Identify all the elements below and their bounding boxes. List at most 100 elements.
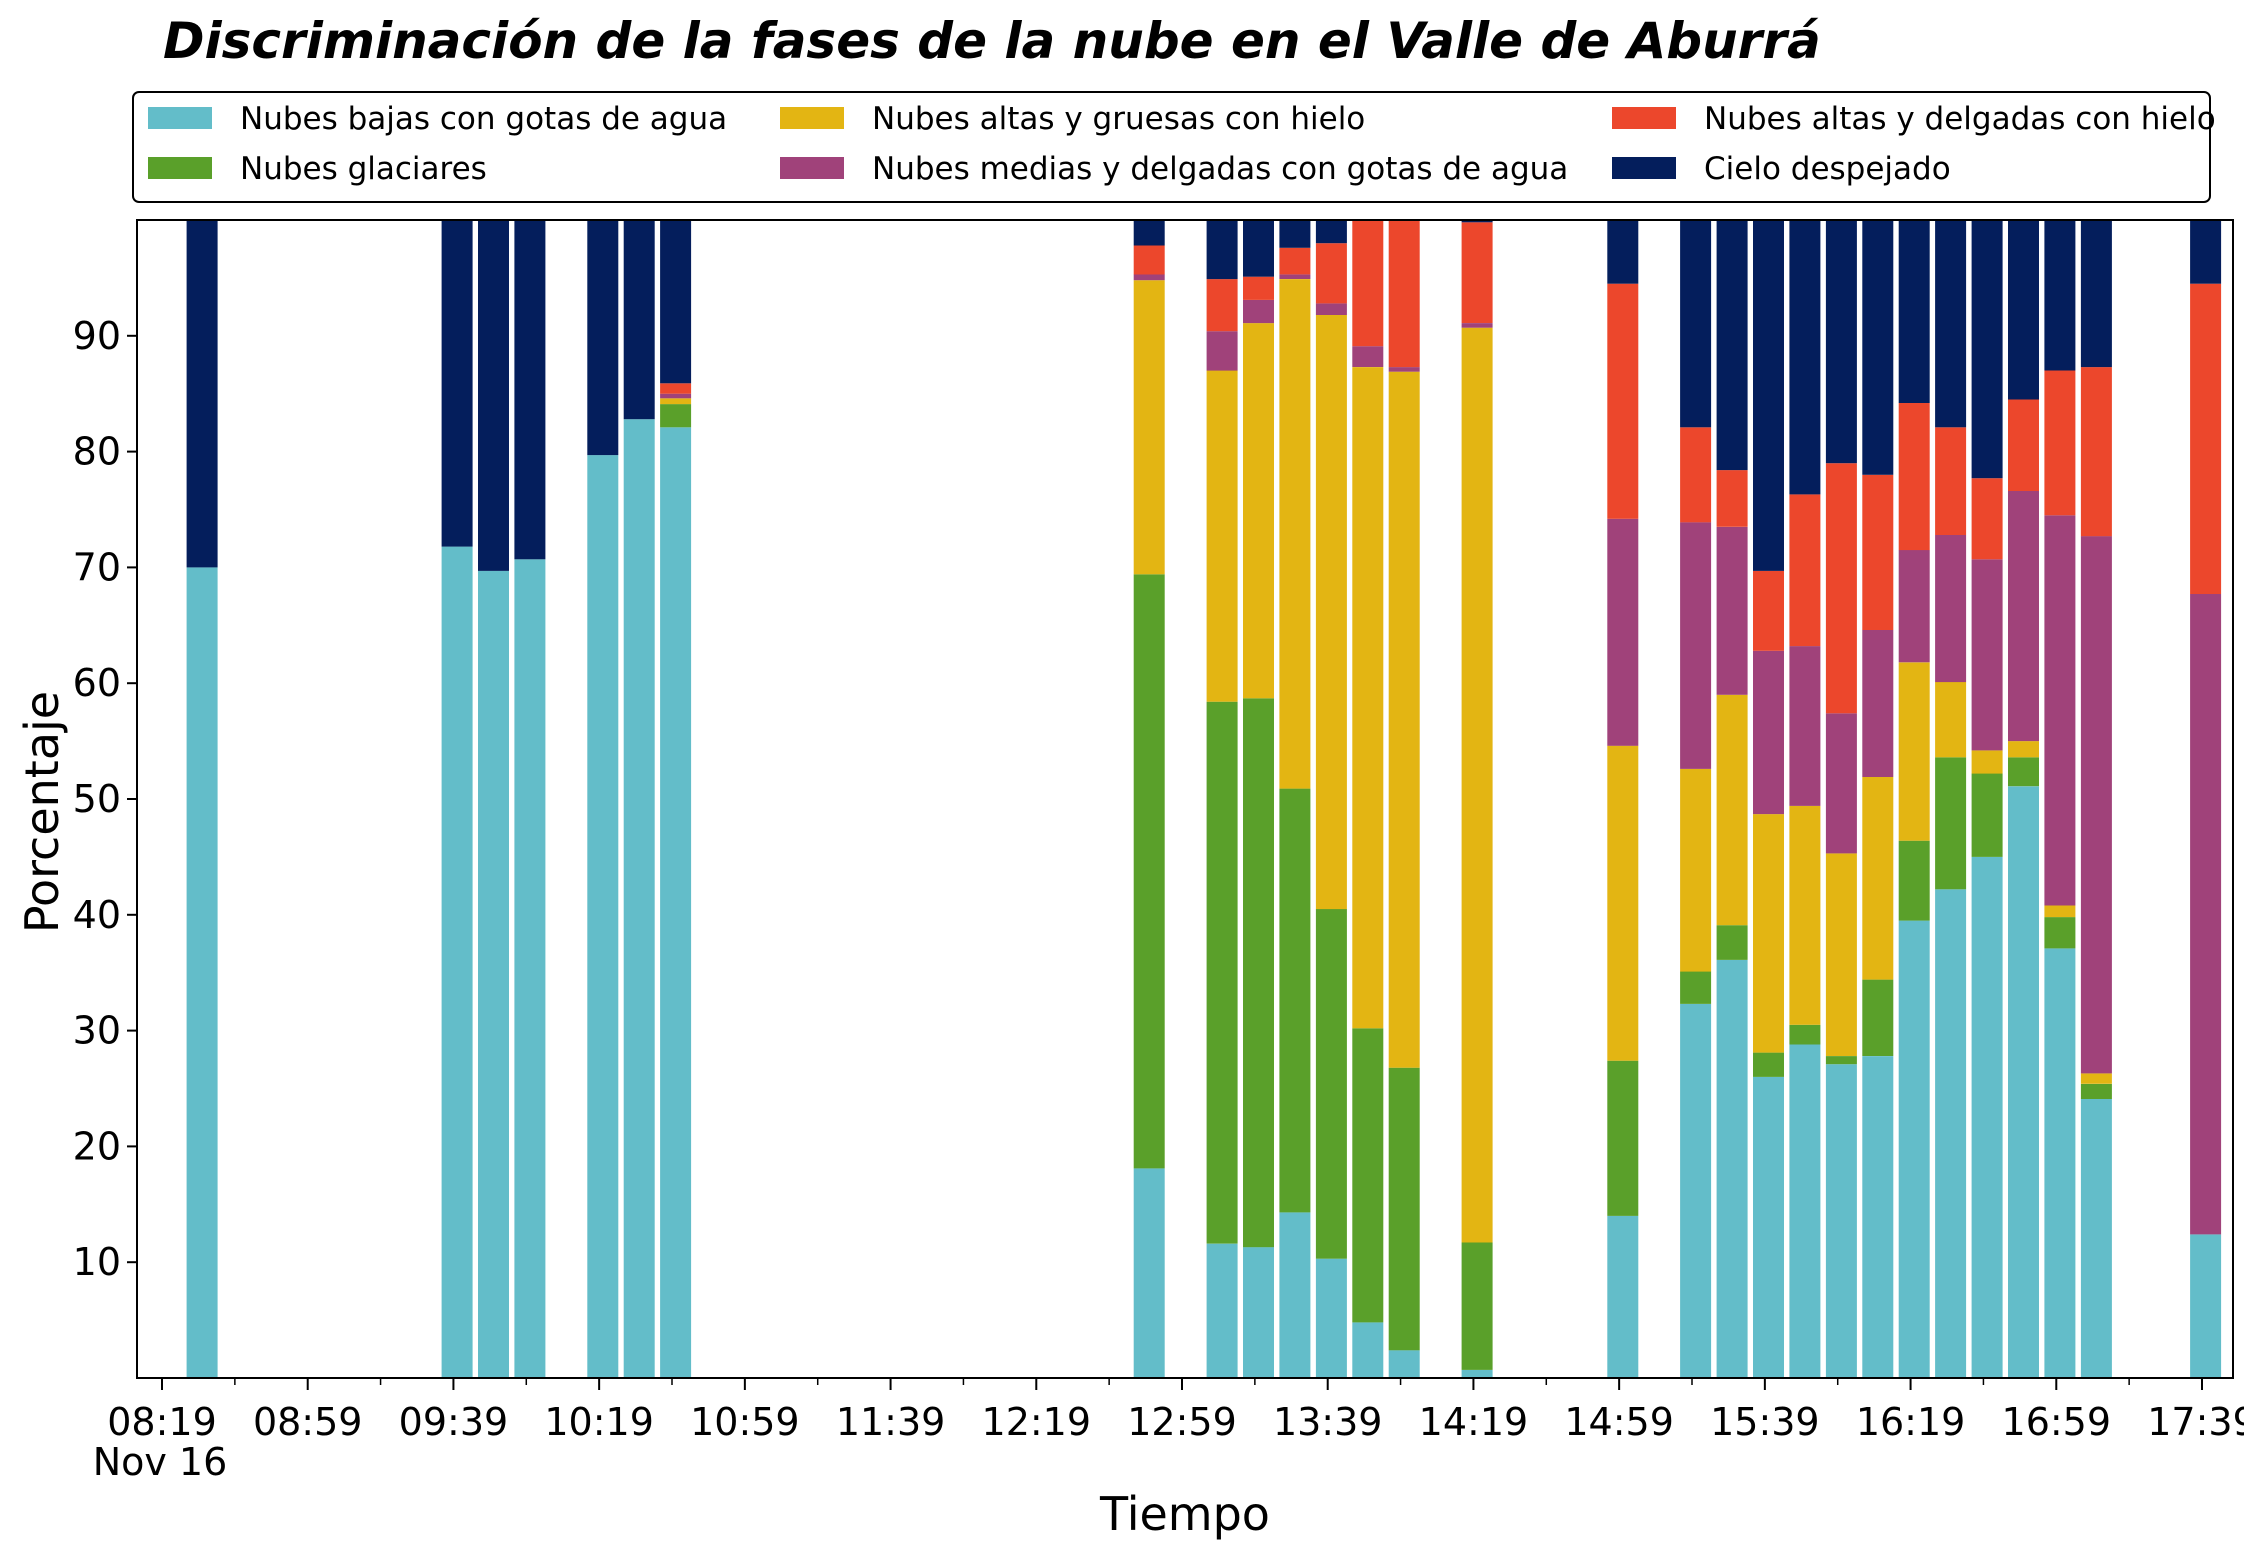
bar-14:00: [1388, 220, 1420, 1378]
bar-segment-15:00-s4: [1607, 283, 1639, 519]
bar-segment-15:40-s2: [1753, 814, 1784, 1053]
bar-segment-10:20-s5: [587, 220, 619, 456]
bar-segment-16:20-s1: [1898, 840, 1930, 921]
bar-segment-17:40-s5: [2190, 220, 2222, 284]
bar-segment-15:00-s0: [1607, 1215, 1639, 1378]
bar-15:40: [1753, 220, 1784, 1378]
y-axis-label: Porcentaje: [15, 691, 69, 933]
bar-segment-13:40-s5: [1315, 220, 1347, 244]
bar-segment-12:50-s3: [1133, 274, 1165, 281]
bar-segment-10:30-s5: [623, 220, 655, 420]
bar-segment-14:20-s3: [1461, 323, 1493, 328]
bar-segment-16:20-s5: [1898, 220, 1930, 403]
bar-segment-13:40-s1: [1315, 909, 1347, 1259]
bar-segment-10:40-s4: [660, 383, 692, 394]
bar-segment-13:30-s5: [1279, 220, 1311, 248]
bar-segment-13:30-s4: [1279, 247, 1311, 275]
x-tick-label: 10:19: [544, 1400, 654, 1444]
bar-10:30: [623, 220, 655, 1378]
bar-segment-17:10-s4: [2080, 367, 2112, 537]
x-tick-label: 14:19: [1419, 1400, 1529, 1444]
bar-15:30: [1716, 220, 1748, 1378]
legend: Nubes bajas con gotas de agua Nubes glaci…: [132, 91, 2216, 203]
bar-13:30: [1279, 220, 1311, 1378]
bar-10:00: [514, 220, 546, 1378]
bar-segment-14:00-s2: [1388, 371, 1420, 1068]
bar-segment-16:20-s0: [1898, 920, 1930, 1378]
x-tick-label: 17:39: [2147, 1400, 2244, 1444]
bar-segment-12:50-s1: [1133, 574, 1165, 1169]
bar-segment-14:20-s5: [1461, 220, 1493, 223]
bar-segment-17:10-s2: [2080, 1073, 2112, 1084]
bar-segment-15:50-s4: [1789, 494, 1821, 647]
bar-segment-15:30-s0: [1716, 960, 1748, 1378]
bar-segment-15:30-s4: [1716, 470, 1748, 527]
bar-segment-09:50-s0: [478, 570, 509, 1378]
bar-segment-16:40-s2: [1971, 750, 2003, 774]
x-tick-label: 08:59: [253, 1400, 363, 1444]
x-tick-label: 12:19: [982, 1400, 1092, 1444]
bar-segment-13:20-s5: [1243, 220, 1274, 277]
legend-label: Nubes glaciares: [240, 151, 487, 187]
bar-segment-15:30-s3: [1716, 526, 1748, 695]
bar-16:10: [1862, 220, 1894, 1378]
bar-17:10: [2080, 220, 2112, 1378]
bar-segment-14:00-s4: [1388, 220, 1420, 368]
bar-segment-14:00-s0: [1388, 1350, 1420, 1378]
bar-segment-13:10-s2: [1206, 370, 1238, 702]
bar-15:50: [1789, 220, 1821, 1378]
bar-13:50: [1352, 220, 1384, 1378]
bar-segment-17:10-s0: [2080, 1098, 2112, 1378]
bar-segment-15:50-s0: [1789, 1044, 1821, 1378]
bar-segment-13:40-s2: [1315, 315, 1347, 910]
bar-segment-10:40-s2: [660, 398, 692, 405]
bar-segment-16:10-s4: [1862, 474, 1894, 630]
y-tick-label: 70: [73, 545, 121, 589]
bar-segment-13:20-s2: [1243, 323, 1274, 699]
bar-segment-13:50-s2: [1352, 367, 1384, 1029]
bar-segment-15:20-s5: [1680, 220, 1712, 428]
bar-segment-17:40-s3: [2190, 594, 2222, 1235]
bar-segment-13:20-s1: [1243, 698, 1274, 1248]
legend-swatch: [148, 107, 212, 129]
bar-segment-16:50-s1: [2008, 757, 2039, 787]
y-tick-label: 60: [73, 661, 121, 705]
bar-segment-15:20-s2: [1680, 768, 1712, 972]
bar-segment-15:40-s5: [1753, 220, 1784, 571]
legend-label: Nubes altas y delgadas con hielo: [1704, 101, 2216, 137]
bar-segment-13:10-s4: [1206, 279, 1238, 332]
legend-swatch: [1612, 157, 1676, 179]
y-tick-label: 50: [73, 777, 121, 821]
bar-segment-17:00-s0: [2044, 948, 2076, 1378]
x-date-label: Nov 16: [93, 1440, 228, 1484]
bar-segment-15:20-s3: [1680, 522, 1712, 769]
bar-segment-16:30-s1: [1935, 757, 1967, 890]
x-tick-label: 10:59: [690, 1400, 800, 1444]
bar-segment-13:50-s3: [1352, 346, 1384, 367]
bar-segment-16:40-s4: [1971, 478, 2003, 560]
bar-segment-15:00-s2: [1607, 745, 1639, 1061]
bar-segment-17:00-s3: [2044, 515, 2076, 906]
bar-segment-16:00-s2: [1825, 853, 1857, 1056]
bar-segment-15:50-s1: [1789, 1024, 1821, 1045]
legend-label: Nubes bajas con gotas de agua: [240, 101, 727, 137]
bar-segment-16:10-s1: [1862, 979, 1894, 1056]
x-tick-label: 11:39: [836, 1400, 946, 1444]
bar-segment-15:40-s3: [1753, 650, 1784, 815]
bar-segment-16:20-s3: [1898, 550, 1930, 663]
bar-segment-17:00-s2: [2044, 905, 2076, 918]
bar-segment-16:00-s5: [1825, 220, 1857, 464]
bar-segment-16:10-s3: [1862, 629, 1894, 777]
bar-segment-10:40-s1: [660, 404, 692, 428]
bar-17:00: [2044, 220, 2076, 1378]
bar-12:50: [1133, 220, 1165, 1378]
bar-segment-17:00-s5: [2044, 220, 2076, 371]
bar-segment-09:40-s5: [441, 220, 473, 547]
bar-segment-10:30-s0: [623, 419, 655, 1378]
bar-segment-13:20-s0: [1243, 1247, 1274, 1378]
bar-09:50: [478, 220, 509, 1378]
bar-segment-10:00-s5: [514, 220, 546, 560]
bar-13:40: [1315, 220, 1347, 1378]
bar-segment-13:10-s0: [1206, 1243, 1238, 1378]
